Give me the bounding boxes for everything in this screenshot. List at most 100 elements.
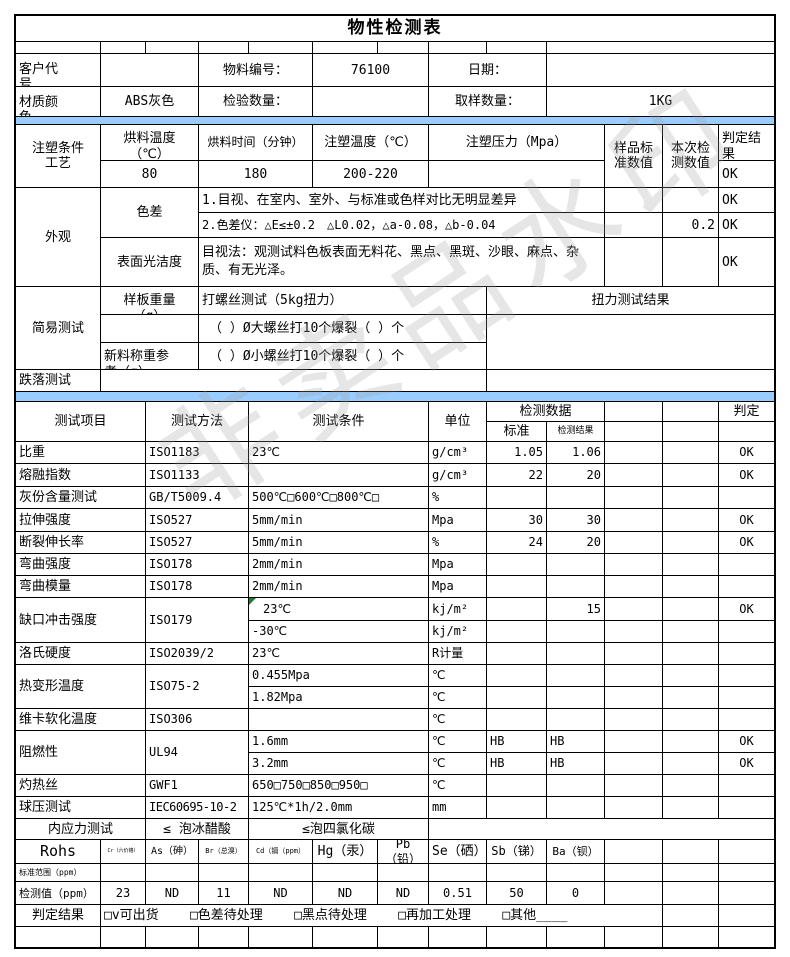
row-condition: 3.2mm <box>249 753 429 775</box>
empty-cell <box>605 927 663 947</box>
row-method: GWF1 <box>146 775 249 797</box>
row-result: 20 <box>547 464 605 487</box>
row-unit: % <box>429 532 487 554</box>
row-method: ISO178 <box>146 554 249 576</box>
row-judge: OK <box>719 598 774 621</box>
sample-weight-label: 样板重量 （g） <box>101 287 199 315</box>
torque-result-value <box>487 315 774 370</box>
row-unit: kj/m² <box>429 621 487 643</box>
row-result: 1.06 <box>547 442 605 464</box>
empty-cell <box>101 315 199 343</box>
inspect-qty-label: 检验数量： <box>199 87 313 117</box>
row-item: 熔融指数 <box>16 464 146 487</box>
empty-cell <box>663 753 719 775</box>
row-condition: 0.455Mpa <box>249 665 429 687</box>
empty-cell <box>605 864 663 882</box>
row-condition: 2mm/min <box>249 554 429 576</box>
row-unit: ℃ <box>429 753 487 775</box>
row-method: ISO527 <box>146 532 249 554</box>
material-color-label: 材质颜 色 <box>16 87 101 117</box>
dry-time-value: 180 <box>199 161 313 188</box>
empty-cell <box>605 882 663 905</box>
rohs-element-br: Br（总溴） <box>199 840 249 864</box>
row-unit: kj/m² <box>429 598 487 621</box>
spacer-cell <box>249 42 313 54</box>
row-condition: 2mm/min <box>249 576 429 598</box>
empty-cell <box>547 927 605 947</box>
empty-cell <box>663 576 719 598</box>
condition-text: 23℃ <box>263 601 291 616</box>
row-method: GB/T5009.4 <box>146 487 249 509</box>
empty-cell <box>605 840 663 864</box>
row-item: 弯曲模量 <box>16 576 146 598</box>
row-judge: OK <box>719 509 774 532</box>
empty-cell <box>199 927 249 947</box>
spacer-cell <box>101 42 146 54</box>
empty-cell <box>487 487 547 509</box>
empty-cell <box>663 442 719 464</box>
empty-cell <box>663 840 719 864</box>
row-unit: Mpa <box>429 576 487 598</box>
empty-cell <box>429 864 487 882</box>
empty-cell <box>663 509 719 532</box>
inspect-qty-value <box>313 87 429 117</box>
rohs-element-hg: Hg（汞） <box>313 840 378 864</box>
empty-cell <box>605 753 663 775</box>
rohs-label: Rohs <box>16 840 101 864</box>
empty-cell <box>605 487 663 509</box>
row-item: 维卡软化温度 <box>16 709 146 731</box>
row-result: HB <box>547 731 605 753</box>
sample-qty-value: 1KG <box>547 87 774 117</box>
empty-cell <box>719 864 774 882</box>
empty-cell <box>547 864 605 882</box>
empty-cell <box>719 576 774 598</box>
row-condition <box>249 709 429 731</box>
row-unit: Mpa <box>429 509 487 532</box>
empty-cell <box>547 797 605 819</box>
row-method: ISO179 <box>146 598 249 643</box>
row-result: 30 <box>547 509 605 532</box>
empty-cell <box>146 864 199 882</box>
empty-cell <box>547 487 605 509</box>
customer-code-label: 客户代 号 <box>16 54 101 87</box>
empty-cell <box>378 927 429 947</box>
torque-result-header: 扭力测试结果 <box>487 287 774 315</box>
empty-cell <box>719 422 774 442</box>
empty-cell <box>547 643 605 665</box>
row-std: HB <box>487 731 547 753</box>
empty-cell <box>663 709 719 731</box>
empty-cell <box>719 840 774 864</box>
empty-cell <box>663 487 719 509</box>
empty-cell <box>605 238 663 287</box>
rohs-element-cr: Cr（六价铬） <box>101 840 146 864</box>
empty-cell <box>605 709 663 731</box>
row-unit: ℃ <box>429 731 487 753</box>
header-test-method: 测试方法 <box>146 402 249 442</box>
spacer-cell <box>313 42 378 54</box>
empty-cell <box>487 797 547 819</box>
drop-test-result <box>487 370 774 392</box>
dry-temp-header: 烘料温度 （℃） <box>101 125 199 161</box>
row-condition: 23℃ <box>249 598 429 621</box>
rohs-value-ba: 0 <box>547 882 605 905</box>
header-test-condition: 测试条件 <box>249 402 429 442</box>
color-diff-row2-judge: OK <box>719 213 774 238</box>
report-sheet: 物性检测表 客户代 号 物料编号： 76100 日期： 材质颜 色 ABS灰色 … <box>14 14 776 949</box>
rohs-element-as: As（砷） <box>146 840 199 864</box>
empty-cell <box>719 927 774 947</box>
empty-cell <box>719 665 774 687</box>
empty-cell <box>663 464 719 487</box>
rohs-value-as: ND <box>146 882 199 905</box>
row-result: 15 <box>547 598 605 621</box>
stress-result-value <box>429 819 774 840</box>
row-item: 灰份含量测试 <box>16 487 146 509</box>
empty-cell <box>146 927 199 947</box>
row-std: 22 <box>487 464 547 487</box>
inj-pressure-header: 注塑压力（Mpa） <box>429 125 605 161</box>
rohs-test-value-label: 检测值（ppm） <box>16 882 101 905</box>
color-diff-label: 色差 <box>101 188 199 238</box>
row-condition: 5mm/min <box>249 509 429 532</box>
empty-cell <box>378 864 429 882</box>
drop-test-label: 跌落测试 <box>16 370 101 392</box>
